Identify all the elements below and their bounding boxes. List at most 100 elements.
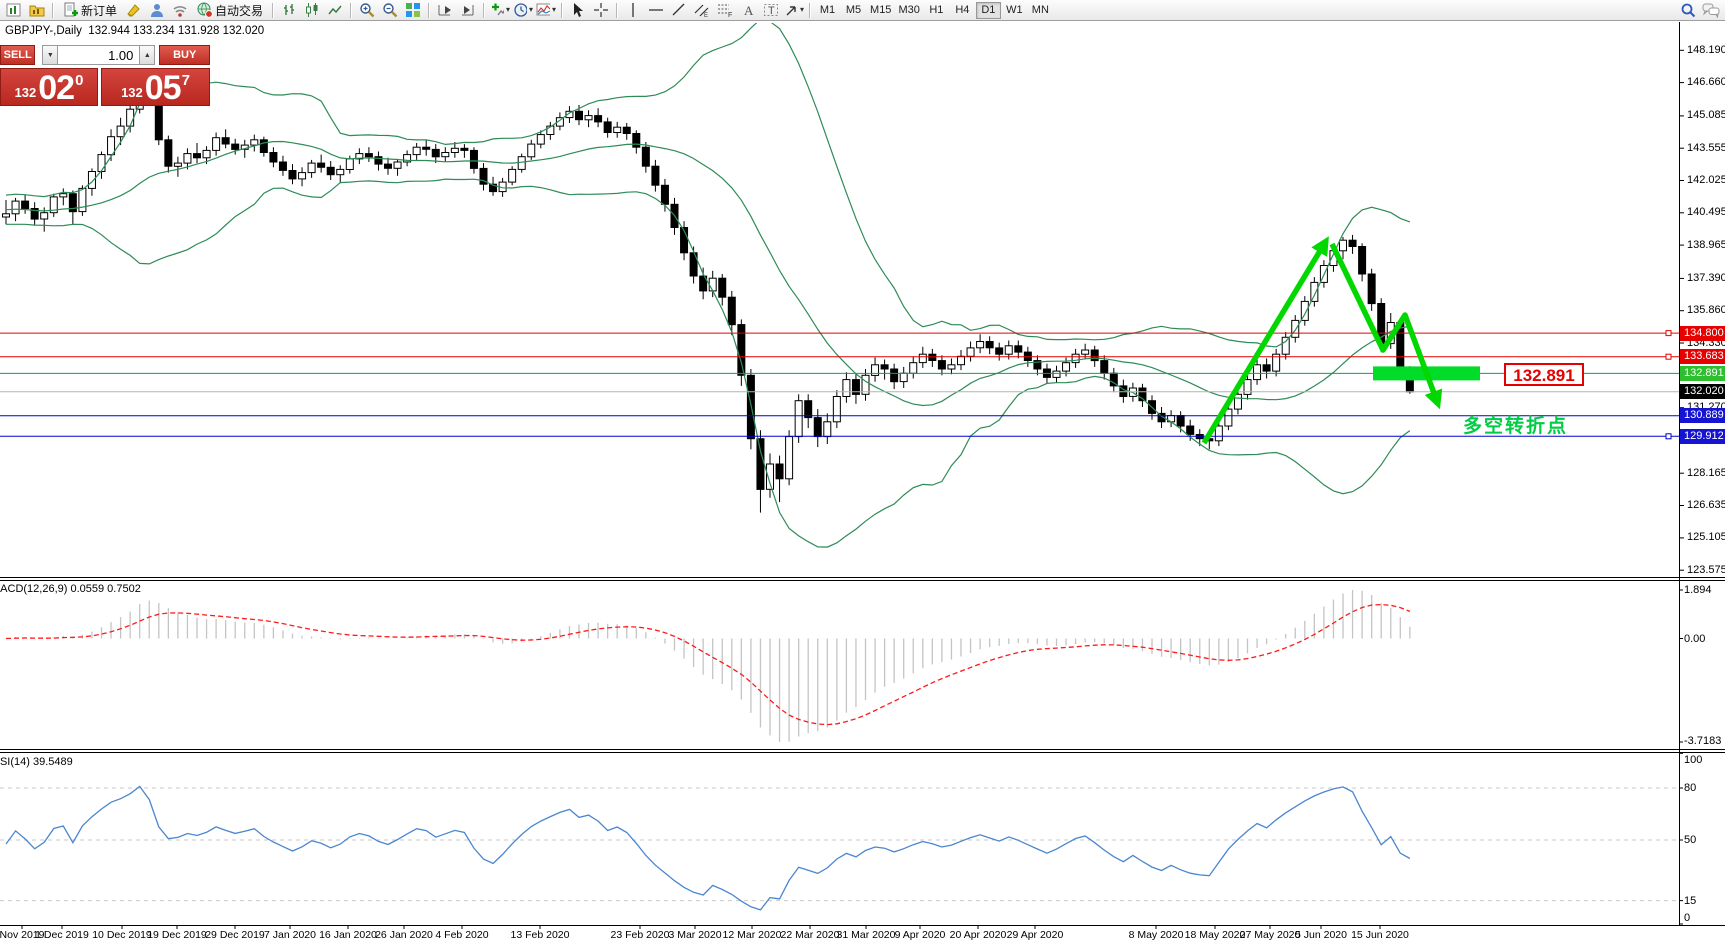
timeframe-m15[interactable]: M15 bbox=[867, 2, 894, 19]
price-badge: 130.889 bbox=[1680, 408, 1725, 424]
sell-price-panel[interactable]: 132 02 0 bbox=[0, 68, 98, 106]
toolbar-separator bbox=[272, 2, 275, 18]
chat-button[interactable] bbox=[1700, 1, 1722, 20]
buy-price-pip: 7 bbox=[181, 72, 190, 89]
crosshair-button[interactable] bbox=[590, 1, 612, 20]
timeframe-m5[interactable]: M5 bbox=[841, 2, 866, 19]
line-chart-button[interactable] bbox=[324, 1, 346, 20]
time-label: 1 Dec 2019 bbox=[35, 929, 89, 941]
toolbar-separator bbox=[52, 2, 54, 18]
new-chart-button[interactable] bbox=[3, 1, 25, 20]
profiles-button[interactable] bbox=[26, 1, 48, 20]
tile-windows-button[interactable] bbox=[402, 1, 424, 20]
toolbar-separator bbox=[350, 2, 353, 18]
axis-tick-label: 148.190 bbox=[1687, 43, 1725, 56]
buy-price-big: 05 bbox=[144, 69, 182, 107]
macd-panel bbox=[5, 590, 1411, 742]
toolbar-separator bbox=[809, 2, 812, 18]
autotrading-icon bbox=[197, 2, 213, 18]
cursor-button[interactable] bbox=[567, 1, 589, 20]
vline-button[interactable] bbox=[622, 1, 644, 20]
axis-tick-label: 145.085 bbox=[1687, 109, 1725, 122]
time-label: 9 Apr 2020 bbox=[894, 929, 946, 941]
volume-increase-button[interactable]: ▲ bbox=[139, 45, 156, 65]
auto-scroll-button[interactable] bbox=[434, 1, 456, 20]
text-button[interactable]: A bbox=[737, 1, 759, 20]
periods-button[interactable]: ▾ bbox=[512, 1, 534, 20]
symbol-period-label: GBPJPY-,Daily bbox=[5, 25, 82, 37]
signal-icon bbox=[173, 6, 187, 17]
trendline-button[interactable] bbox=[668, 1, 690, 20]
new-order-button[interactable]: 新订单 bbox=[58, 1, 122, 20]
svg-text:A: A bbox=[744, 3, 754, 18]
experts-button[interactable] bbox=[146, 1, 168, 20]
price-panel bbox=[0, 23, 1679, 548]
channel-button[interactable]: E bbox=[691, 1, 713, 20]
bar-chart-button[interactable] bbox=[278, 1, 300, 20]
buy-button[interactable]: BUY bbox=[159, 45, 210, 65]
buy-price-panel[interactable]: 132 05 7 bbox=[101, 68, 210, 106]
time-label: 26 Jan 2020 bbox=[375, 929, 433, 941]
price-badge: 129.912 bbox=[1680, 428, 1725, 444]
signals-button[interactable] bbox=[169, 1, 191, 20]
ohlc-values: 132.944 133.234 131.928 132.020 bbox=[88, 25, 265, 37]
volume-decrease-button[interactable]: ▼ bbox=[42, 45, 59, 65]
zoom-out-button[interactable] bbox=[379, 1, 401, 20]
svg-text:E: E bbox=[704, 13, 708, 18]
new-order-label: 新订单 bbox=[81, 3, 118, 18]
search-button[interactable] bbox=[1677, 1, 1699, 20]
metaeditor-button[interactable] bbox=[123, 1, 145, 20]
new-order-icon bbox=[64, 2, 78, 17]
axis-tick-label: 143.555 bbox=[1687, 141, 1725, 154]
candlestick-button[interactable] bbox=[301, 1, 323, 20]
svg-text:F: F bbox=[728, 12, 732, 18]
timeframe-m1[interactable]: M1 bbox=[815, 2, 840, 19]
macd-axis-label: -3.7183 bbox=[1684, 735, 1722, 747]
turning-point-note: 多空转折点 bbox=[1463, 416, 1569, 437]
axis-tick-label: 142.025 bbox=[1687, 174, 1725, 186]
label-button[interactable]: T bbox=[760, 1, 782, 20]
macd-axis-label: 0.00 bbox=[1684, 632, 1706, 645]
timeframe-h4[interactable]: H4 bbox=[950, 2, 975, 19]
templates-button[interactable]: ▾ bbox=[535, 1, 557, 20]
arrows-button[interactable]: ▾ bbox=[783, 1, 805, 20]
rsi-axis-label: 15 bbox=[1684, 894, 1697, 907]
fibonacci-button[interactable]: F bbox=[714, 1, 736, 20]
sell-price-pip: 0 bbox=[75, 72, 84, 89]
rsi-panel bbox=[0, 785, 1679, 911]
timeframe-d1[interactable]: D1 bbox=[975, 1, 1001, 19]
axis-tick-label: 138.965 bbox=[1687, 238, 1725, 251]
indicators-button[interactable]: ▾ bbox=[489, 1, 511, 20]
autotrading-button[interactable]: 自动交易 bbox=[192, 1, 268, 20]
rsi-axis-label: 50 bbox=[1684, 833, 1697, 846]
rsi-axis-label: 80 bbox=[1684, 781, 1697, 794]
search-icon bbox=[1681, 3, 1696, 18]
price-badge: 132.891 bbox=[1680, 365, 1725, 381]
time-label: 23 Feb 2020 bbox=[610, 929, 670, 941]
time-label: 27 May 2020 bbox=[1239, 929, 1301, 941]
rsi-axis-label: 0 bbox=[1684, 912, 1691, 924]
timeframe-mn[interactable]: MN bbox=[1028, 2, 1053, 19]
time-label: 16 Jan 2020 bbox=[319, 929, 377, 941]
zoom-in-button[interactable] bbox=[356, 1, 378, 20]
volume-input[interactable] bbox=[58, 45, 140, 65]
sell-button[interactable]: SELL bbox=[0, 45, 36, 65]
person-icon bbox=[151, 4, 164, 17]
time-label: 4 Feb 2020 bbox=[435, 929, 489, 941]
macd-axis-label: 1.894 bbox=[1684, 584, 1712, 596]
chat-icon bbox=[1702, 3, 1720, 18]
chevron-down-icon: ▾ bbox=[529, 5, 534, 14]
price-callout-label[interactable]: 132.891 bbox=[1504, 363, 1584, 386]
axis-tick-label: 137.390 bbox=[1687, 271, 1725, 284]
chevron-down-icon: ▾ bbox=[800, 5, 805, 14]
timeframe-m30[interactable]: M30 bbox=[895, 2, 922, 19]
hline-button[interactable] bbox=[645, 1, 667, 20]
sell-price-prefix: 132 bbox=[14, 85, 37, 100]
rsi-axis-label: 100 bbox=[1684, 754, 1703, 766]
one-click-trading-panel: SELL ▼ ▲ BUY 132 02 0 132 05 7 bbox=[0, 45, 210, 106]
time-label: 29 Apr 2020 bbox=[1006, 929, 1064, 941]
timeframe-w1[interactable]: W1 bbox=[1002, 2, 1027, 19]
timeframe-h1[interactable]: H1 bbox=[924, 2, 949, 19]
chart-shift-button[interactable] bbox=[457, 1, 479, 20]
